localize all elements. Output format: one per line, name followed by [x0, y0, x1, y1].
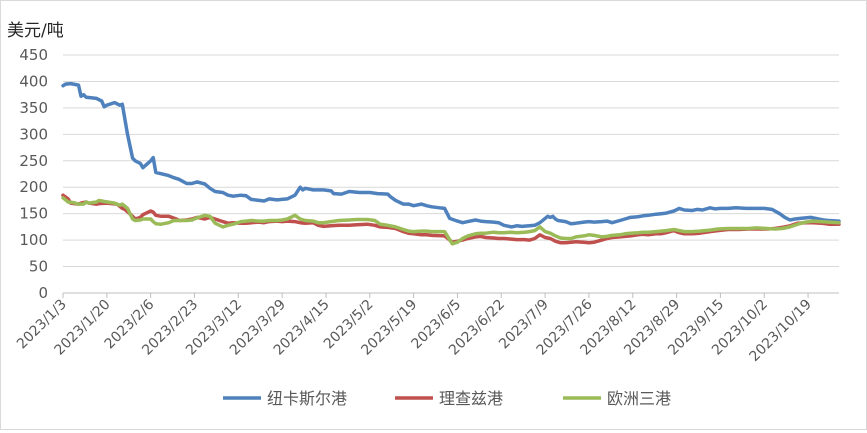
x-axis: 2023/1/32023/1/202023/2/62023/2/232023/3…: [14, 292, 839, 365]
legend: 纽卡斯尔港 理查兹港 欧洲三港: [223, 389, 671, 408]
y-tick-label: 400: [19, 72, 48, 90]
legend-label: 纽卡斯尔港: [267, 389, 347, 408]
legend-label: 理查兹港: [439, 389, 503, 408]
y-axis-unit-label: 美元/吨: [7, 21, 64, 41]
y-tick-label: 200: [19, 178, 48, 196]
y-tick-label: 0: [38, 284, 48, 302]
series-line-2: [61, 196, 841, 246]
y-tick-label: 50: [29, 258, 48, 276]
legend-label: 欧洲三港: [607, 389, 671, 408]
series-line-0: [61, 81, 841, 229]
series-lines: [61, 81, 841, 246]
y-tick-label: 300: [19, 125, 48, 143]
gridlines: [63, 54, 839, 268]
y-tick-label: 350: [19, 99, 48, 117]
y-tick-label: 100: [19, 231, 48, 249]
y-tick-label: 250: [19, 152, 48, 170]
y-tick-label: 450: [19, 46, 48, 64]
y-tick-labels: 0 50 100 150 200 250 300 350 400 450: [19, 46, 48, 302]
y-tick-label: 150: [19, 205, 48, 223]
